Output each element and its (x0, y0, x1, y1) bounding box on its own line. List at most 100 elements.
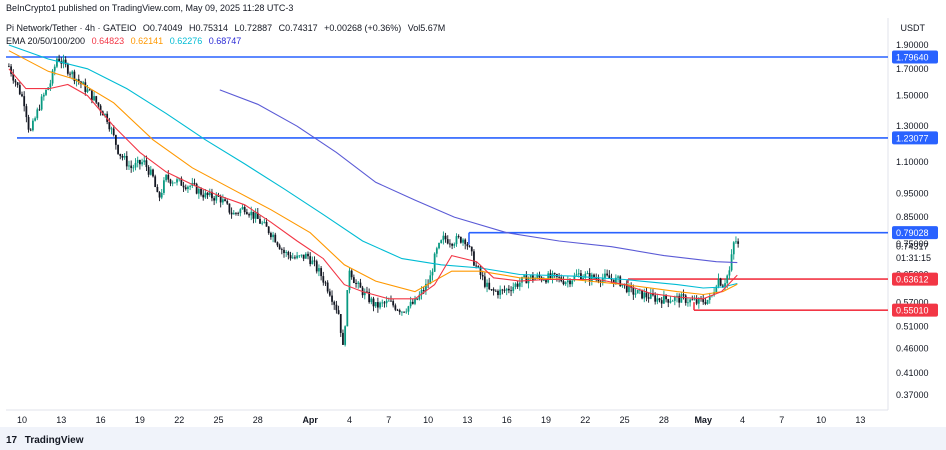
candle (16, 81, 19, 88)
candle-body (453, 244, 456, 246)
ema50-line (8, 50, 738, 296)
candle (396, 308, 399, 311)
candle (462, 238, 464, 246)
candle (228, 203, 231, 215)
footer-brand[interactable]: 17 TradingView (6, 435, 84, 446)
candle-body (446, 239, 449, 244)
candle (32, 118, 34, 132)
candle (287, 250, 290, 260)
candle (684, 294, 687, 306)
candle (401, 311, 403, 316)
candle (625, 280, 628, 294)
candle-body (156, 187, 159, 193)
candle-body (311, 260, 314, 265)
candle (435, 246, 438, 258)
candle-body (405, 311, 408, 313)
candle-body (95, 96, 98, 103)
candle (586, 270, 589, 275)
time-tick-label: 25 (620, 415, 630, 425)
candle (114, 134, 117, 150)
candle-body (451, 243, 454, 246)
candle-body (636, 290, 639, 294)
candle-body (132, 167, 135, 169)
candle-body (331, 295, 333, 302)
candle-body (219, 196, 222, 203)
candle-body (433, 253, 436, 272)
candle-body (270, 233, 272, 238)
open-value: 0.74049 (149, 23, 183, 33)
candle-body (669, 301, 672, 303)
candle-body (187, 186, 189, 190)
candle-body (562, 281, 565, 285)
candle-body (206, 192, 209, 196)
candle-body (586, 273, 589, 274)
candle (405, 308, 408, 314)
candle-body (189, 185, 192, 187)
candle (230, 207, 233, 219)
candle-body (658, 298, 661, 301)
candle-body (466, 244, 469, 247)
candle-body (294, 257, 296, 259)
candle-body (88, 89, 91, 91)
candle-body (265, 221, 268, 227)
candle-body (267, 226, 270, 234)
candle (173, 182, 176, 184)
tradingview-logo-icon: 17 (6, 435, 18, 446)
time-tick-label: 4 (347, 415, 352, 425)
candle-body (418, 294, 421, 300)
candle-body (608, 275, 611, 279)
candle (483, 272, 486, 289)
candle-body (431, 271, 434, 276)
candle-body (357, 282, 360, 284)
candle (18, 81, 21, 96)
candle-body (197, 188, 200, 194)
candle (689, 298, 691, 307)
candle-body (12, 73, 15, 81)
time-tick-label: 10 (17, 415, 27, 425)
candle (149, 166, 152, 176)
candle-body (160, 192, 163, 198)
candle-body (339, 314, 342, 333)
candle-body (232, 212, 235, 215)
candle-body (322, 276, 325, 283)
candle-body (64, 59, 67, 65)
candle-body (394, 305, 397, 310)
candle (176, 176, 178, 186)
candle (34, 116, 36, 122)
candle-body (165, 174, 167, 181)
candle-body (38, 109, 41, 111)
candle-body (392, 301, 395, 306)
candle (134, 158, 137, 171)
candle (459, 236, 462, 244)
candle-body (169, 179, 172, 184)
candle (490, 288, 493, 291)
candle-body (180, 178, 183, 186)
candle-body (352, 277, 355, 283)
candle-body (71, 71, 74, 75)
candle-body (514, 283, 517, 287)
candle (383, 300, 386, 308)
candle (189, 184, 192, 191)
candle (470, 246, 473, 256)
candle (143, 156, 146, 165)
candle-body (141, 162, 143, 165)
candle (10, 64, 12, 77)
candle-body (497, 290, 499, 296)
candle (187, 185, 189, 194)
candle-body (237, 213, 240, 214)
candle-body (708, 296, 711, 300)
candle (274, 232, 277, 243)
candle-body (230, 212, 233, 215)
candle (708, 292, 711, 304)
candle (154, 174, 157, 188)
candle-body (158, 192, 161, 198)
candle-body (337, 310, 340, 315)
candle-body (66, 64, 69, 74)
candle-body (163, 180, 165, 193)
candle (97, 102, 100, 108)
time-tick-label: 13 (855, 415, 865, 425)
candle (407, 305, 410, 315)
candle-body (536, 275, 539, 278)
price-tick-label: 1.30000 (896, 121, 929, 131)
